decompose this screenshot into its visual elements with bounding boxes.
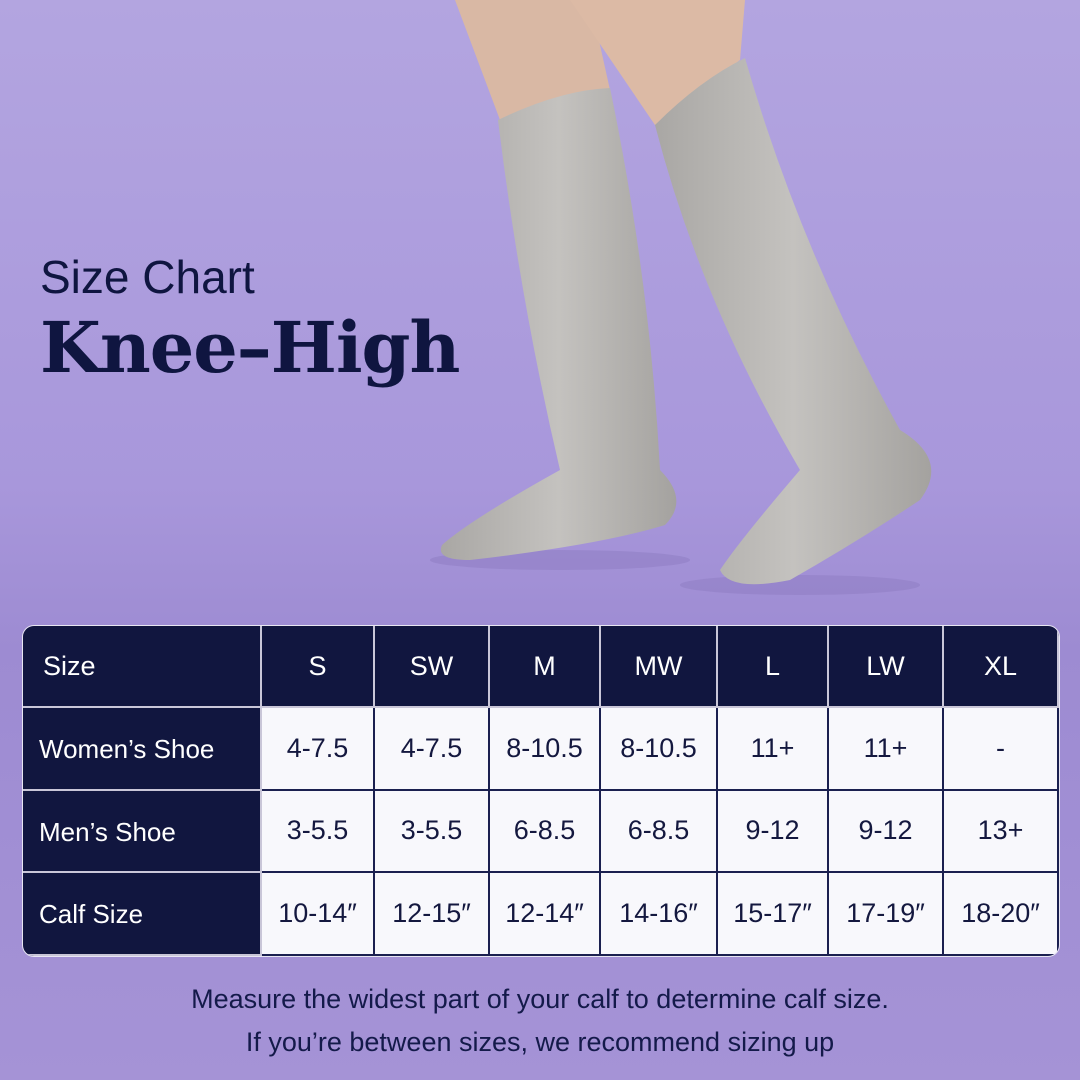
table-cell: 8-10.5 xyxy=(601,708,718,791)
header-cell: XL xyxy=(944,626,1059,708)
header-cell: Size xyxy=(23,626,262,708)
knee-high-socks-photo xyxy=(430,0,932,595)
table-cell: 11+ xyxy=(829,708,944,791)
page-title: Knee–High xyxy=(40,306,460,389)
row-label: Calf Size xyxy=(23,873,262,956)
header-cell: LW xyxy=(829,626,944,708)
table-cell: 14-16″ xyxy=(601,873,718,956)
table-cell: 12-14″ xyxy=(490,873,601,956)
row-label: Women’s Shoe xyxy=(23,708,262,791)
table-row: Calf Size 10-14″ 12-15″ 12-14″ 14-16″ 15… xyxy=(23,873,1059,956)
table-cell: 8-10.5 xyxy=(490,708,601,791)
size-chart-table: Size S SW M MW L LW XL Women’s Shoe 4-7.… xyxy=(22,625,1060,957)
table-header-row: Size S SW M MW L LW XL xyxy=(23,626,1059,708)
table-cell: 6-8.5 xyxy=(601,790,718,874)
table-cell: 4-7.5 xyxy=(262,708,375,791)
table-cell: 10-14″ xyxy=(262,873,375,956)
header-cell: L xyxy=(718,626,829,708)
table-cell: 11+ xyxy=(718,708,829,791)
table-cell: - xyxy=(944,708,1059,791)
row-label: Men’s Shoe xyxy=(23,790,262,874)
header-cell: S xyxy=(262,626,375,708)
header-cell: M xyxy=(490,626,601,708)
header-cell: MW xyxy=(601,626,718,708)
table-cell: 4-7.5 xyxy=(375,708,490,791)
table-cell: 15-17″ xyxy=(718,873,829,956)
table-cell: 9-12 xyxy=(829,790,944,874)
table-cell: 18-20″ xyxy=(944,873,1059,956)
header-cell: SW xyxy=(375,626,490,708)
table-cell: 3-5.5 xyxy=(262,790,375,874)
table-cell: 17-19″ xyxy=(829,873,944,956)
table-cell: 12-15″ xyxy=(375,873,490,956)
table-cell: 3-5.5 xyxy=(375,790,490,874)
table-cell: 13+ xyxy=(944,790,1059,874)
footer-line-1: Measure the widest part of your calf to … xyxy=(191,984,889,1014)
table-cell: 9-12 xyxy=(718,790,829,874)
table-cell: 6-8.5 xyxy=(490,790,601,874)
subtitle: Size Chart xyxy=(40,251,255,303)
table-row: Women’s Shoe 4-7.5 4-7.5 8-10.5 8-10.5 1… xyxy=(23,708,1059,791)
table-row: Men’s Shoe 3-5.5 3-5.5 6-8.5 6-8.5 9-12 … xyxy=(23,790,1059,874)
footer-line-2: If you’re between sizes, we recommend si… xyxy=(245,1027,835,1057)
